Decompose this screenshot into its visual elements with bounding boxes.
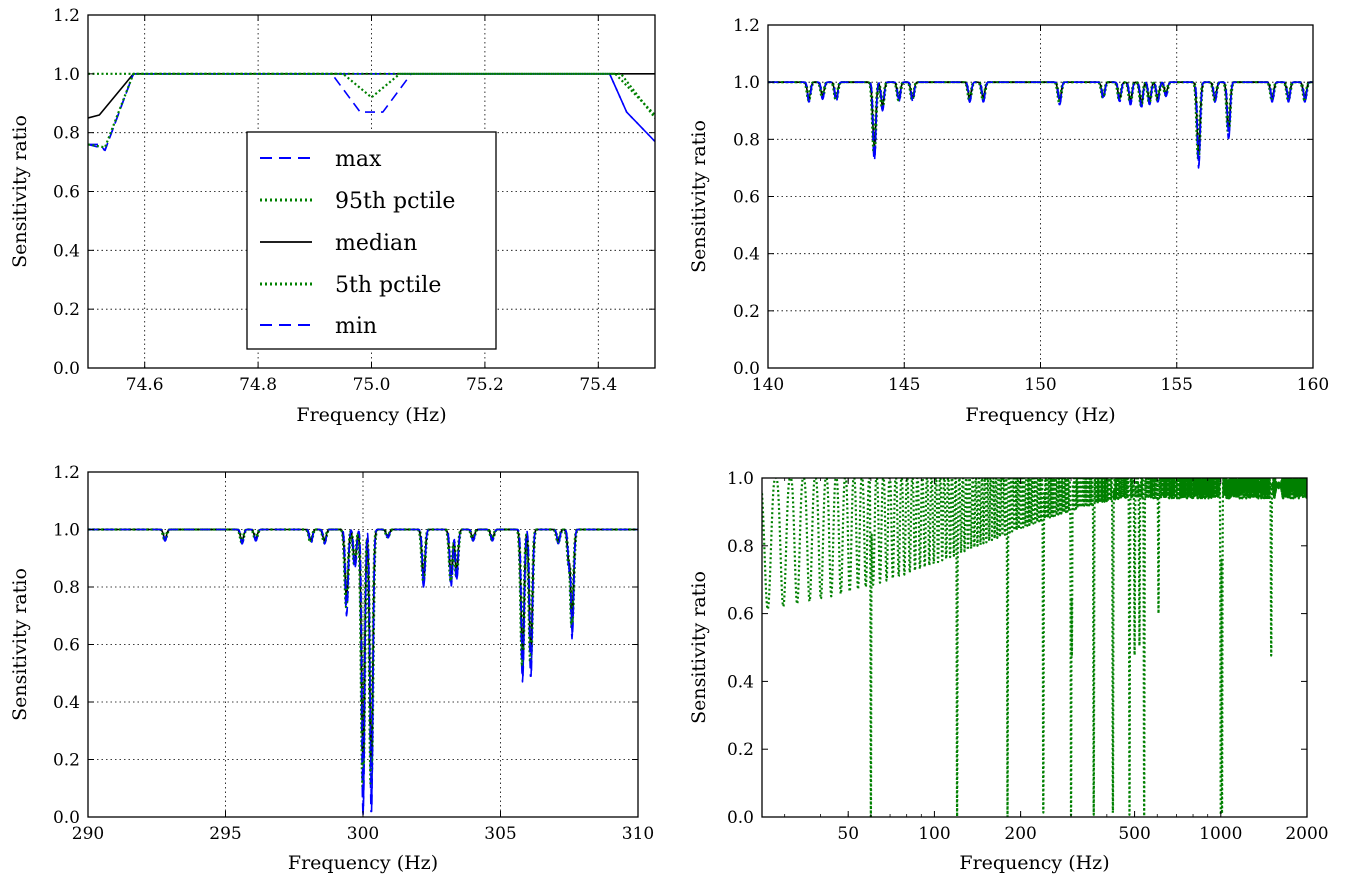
y-tick-label: 0.6 bbox=[727, 605, 754, 625]
series-lines bbox=[88, 72, 655, 152]
y-tick-label: 0.6 bbox=[733, 188, 760, 208]
series-line-95th-pctile bbox=[762, 478, 1307, 817]
x-tick-label: 75.4 bbox=[579, 375, 617, 395]
axis-ticks: 290 295 300 305 310 0.0 0.2 0.4 0.6 0.8 1.0 1.2 bbox=[53, 463, 654, 844]
x-axis-label: Frequency (Hz) bbox=[296, 404, 446, 426]
grid-lines bbox=[767, 25, 1314, 368]
legend: max 95th pctile median 5th pctile min bbox=[246, 131, 497, 350]
y-tick-label: 1.2 bbox=[733, 16, 760, 36]
x-tick-label: 2000 bbox=[1285, 824, 1328, 844]
x-tick-label: 310 bbox=[622, 824, 654, 844]
x-tick-label: 75.0 bbox=[353, 375, 391, 395]
x-tick-label: 295 bbox=[209, 824, 241, 844]
chart-panel-top-right: 140 145 150 155 160 0.0 0.2 0.4 0.6 0.8 1.0 1.2 Fre… bbox=[688, 16, 1329, 426]
x-tick-label: 290 bbox=[72, 824, 104, 844]
y-tick-label: 0.4 bbox=[53, 241, 80, 261]
y-tick-label: 0.2 bbox=[53, 751, 80, 771]
x-tick-label: 74.6 bbox=[126, 375, 164, 395]
x-tick-label: 74.8 bbox=[239, 375, 277, 395]
x-tick-label: 150 bbox=[1024, 375, 1056, 395]
series-lines bbox=[88, 528, 638, 817]
legend-label-5th-pctile: 5th pctile bbox=[335, 273, 441, 298]
y-tick-label: 0.2 bbox=[727, 740, 754, 760]
x-axis-label: Frequency (Hz) bbox=[288, 852, 438, 874]
legend-label-max: max bbox=[335, 147, 382, 172]
y-tick-label: 1.0 bbox=[53, 65, 80, 85]
series-lines bbox=[762, 478, 1307, 817]
x-tick-label: 300 bbox=[347, 824, 379, 844]
series-line-95th-pctile bbox=[88, 72, 655, 116]
y-axis-label: Sensitivity ratio bbox=[688, 571, 710, 724]
y-tick-label: 0.8 bbox=[53, 124, 80, 144]
axis-ticks: 140 145 150 155 160 0.0 0.2 0.4 0.6 0.8 1.0 1.2 bbox=[733, 16, 1329, 395]
x-tick-label: 305 bbox=[484, 824, 516, 844]
y-tick-label: 0.0 bbox=[727, 808, 754, 828]
y-tick-label: 0.0 bbox=[53, 808, 80, 828]
y-tick-label: 1.0 bbox=[733, 73, 760, 93]
x-tick-label: 200 bbox=[1004, 824, 1036, 844]
y-tick-label: 0.0 bbox=[733, 359, 760, 379]
x-axis-label: Frequency (Hz) bbox=[959, 852, 1109, 874]
y-tick-label: 1.0 bbox=[53, 521, 80, 541]
y-tick-label: 0.6 bbox=[53, 636, 80, 656]
y-tick-label: 1.2 bbox=[53, 463, 80, 483]
series-line-5th-pctile bbox=[88, 528, 638, 790]
y-tick-label: 0.8 bbox=[727, 537, 754, 557]
legend-box bbox=[246, 131, 497, 350]
x-tick-label: 500 bbox=[1118, 824, 1150, 844]
series-line-5th-pctile bbox=[88, 72, 655, 149]
legend-label-min: min bbox=[335, 314, 377, 339]
x-tick-label: 155 bbox=[1161, 375, 1193, 395]
y-axis-label: Sensitivity ratio bbox=[9, 568, 31, 721]
y-tick-label: 0.4 bbox=[733, 245, 760, 265]
axis-ticks: 50 100 200 500 1000 2000 0.0 0.2 0.4 0.6 0.8 1.0 bbox=[727, 469, 1329, 844]
chart-panel-bottom-right: 50 100 200 500 1000 2000 0.0 0.2 0.4 0.6 0.8 1.0 Fr… bbox=[688, 469, 1329, 874]
x-tick-label: 75.2 bbox=[466, 375, 504, 395]
series-lines bbox=[768, 81, 1313, 169]
y-axis-label: Sensitivity ratio bbox=[688, 120, 710, 273]
series-line-min bbox=[88, 528, 638, 813]
series-line-min bbox=[768, 81, 1313, 167]
y-tick-label: 0.4 bbox=[53, 693, 80, 713]
y-axis-label: Sensitivity ratio bbox=[9, 115, 31, 268]
y-tick-label: 1.2 bbox=[53, 6, 80, 26]
y-tick-label: 0.8 bbox=[53, 578, 80, 598]
y-tick-label: 0.2 bbox=[53, 300, 80, 320]
x-tick-label: 100 bbox=[918, 824, 950, 844]
chart-panel-bottom-left: 290 295 300 305 310 0.0 0.2 0.4 0.6 0.8 1.0 1.2 Fre… bbox=[9, 463, 654, 874]
y-tick-label: 0.2 bbox=[733, 302, 760, 322]
y-tick-label: 0.4 bbox=[727, 672, 754, 692]
x-tick-label: 1000 bbox=[1199, 824, 1242, 844]
axis-ticks: 74.6 74.8 75.0 75.2 75.4 0.0 0.2 0.4 0.6 0.8 1.0 1.… bbox=[53, 6, 655, 395]
series-line-max bbox=[88, 73, 655, 152]
x-axis-label: Frequency (Hz) bbox=[965, 404, 1115, 426]
y-tick-label: 0.8 bbox=[733, 130, 760, 150]
chart-panel-top-left: 74.6 74.8 75.0 75.2 75.4 0.0 0.2 0.4 0.6 0.8 1.0 1.… bbox=[9, 6, 656, 426]
y-tick-label: 0.6 bbox=[53, 183, 80, 203]
legend-label-median: median bbox=[335, 231, 417, 256]
x-tick-label: 160 bbox=[1297, 375, 1329, 395]
x-tick-label: 50 bbox=[837, 824, 859, 844]
axes-frame bbox=[761, 477, 1308, 818]
y-tick-label: 1.0 bbox=[727, 469, 754, 489]
y-tick-label: 0.0 bbox=[53, 359, 80, 379]
legend-label-95th-pctile: 95th pctile bbox=[335, 189, 455, 214]
x-tick-label: 140 bbox=[752, 375, 784, 395]
x-tick-label: 145 bbox=[888, 375, 920, 395]
